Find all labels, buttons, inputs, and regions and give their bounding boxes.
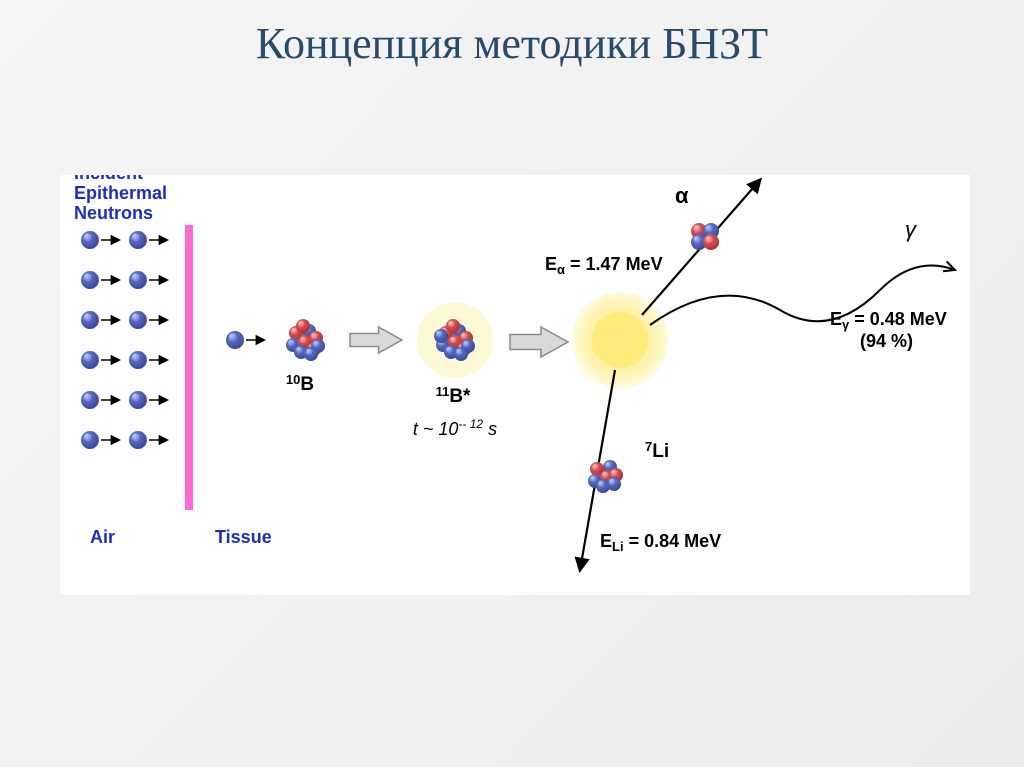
alpha-symbol: α: [675, 183, 689, 208]
incident-label: Epithermal: [74, 183, 167, 203]
e-gamma-label: Eγ = 0.48 MeV: [830, 309, 947, 332]
incident-label: Neutrons: [74, 203, 153, 223]
reaction-arrow-icon: [350, 327, 402, 353]
tissue-barrier: [185, 225, 193, 510]
slide-title: Концепция методики БНЗТ: [0, 18, 1024, 69]
gamma-pct-label: (94 %): [860, 331, 913, 351]
e-lithium-label: ELi = 0.84 MeV: [600, 531, 721, 554]
bnct-diagram: IncidentEpithermalNeutrons Air Tissue 10B 11…: [60, 175, 970, 595]
tissue-label: Tissue: [215, 527, 272, 547]
air-label: Air: [90, 527, 115, 547]
e-alpha-label: Eα = 1.47 MeV: [545, 254, 663, 277]
li7-label: 7Li: [645, 439, 669, 462]
b11-label: 11B*: [436, 384, 471, 407]
reaction-arrow-icon: [510, 327, 568, 357]
b10-label: 10B: [286, 372, 314, 395]
incident-label: Incident: [74, 175, 143, 183]
gamma-symbol: γ: [905, 217, 918, 242]
decay-time-label: t ~ 10-- 12 s: [413, 417, 497, 439]
